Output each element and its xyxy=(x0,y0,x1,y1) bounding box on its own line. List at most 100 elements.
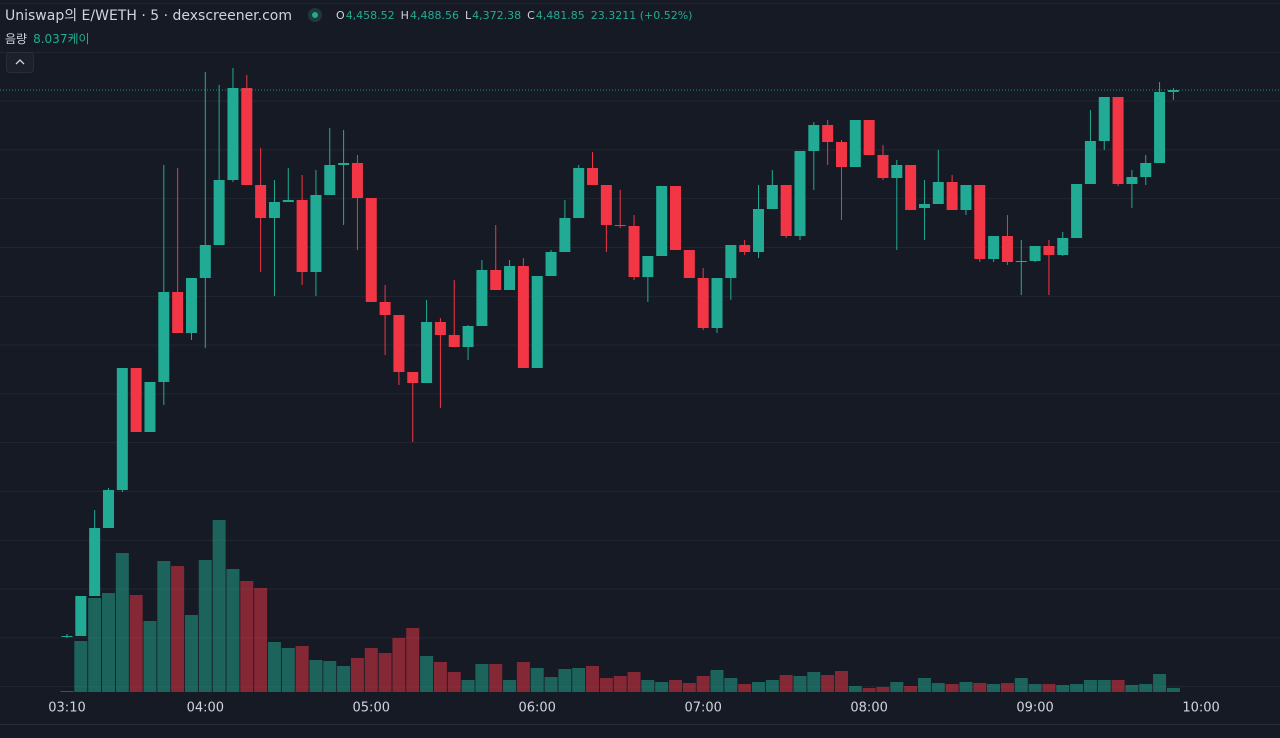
volume-bar xyxy=(226,569,240,692)
candle-body xyxy=(504,266,516,290)
candle-body xyxy=(835,142,847,167)
volume-bar xyxy=(60,691,74,692)
ohlc-value: 4,481.85 xyxy=(535,8,585,22)
candle-body xyxy=(891,165,903,178)
volume-bar xyxy=(171,566,185,692)
candle-body xyxy=(158,292,170,382)
volume-bar xyxy=(378,653,392,692)
candle-body xyxy=(918,204,930,208)
volume-bar xyxy=(876,687,890,692)
volume-bar xyxy=(793,676,807,692)
volume-bar xyxy=(807,672,821,692)
candle-body xyxy=(656,186,668,256)
candle-body xyxy=(1001,236,1013,262)
x-tick-label: 09:00 xyxy=(1016,701,1053,716)
volume-bar xyxy=(516,662,530,692)
grid xyxy=(0,0,1280,692)
volume-bar xyxy=(945,684,959,692)
candle-body xyxy=(960,185,972,210)
volume-bar xyxy=(586,666,600,692)
ohlc-value: 4,488.56 xyxy=(409,8,459,22)
candle-body xyxy=(199,245,211,278)
candle-body xyxy=(1084,141,1096,184)
ohlc-key: O xyxy=(336,8,345,22)
candle-body xyxy=(614,225,626,226)
volume-bar xyxy=(599,678,613,692)
collapse-icon xyxy=(15,59,25,65)
candle-body xyxy=(905,165,917,210)
x-tick-label: 05:00 xyxy=(353,701,390,716)
volume-bar xyxy=(641,680,655,692)
volume-bar xyxy=(917,678,931,692)
collapse-button[interactable] xyxy=(6,52,34,73)
x-tick-label: 10:00 xyxy=(1182,701,1219,716)
candle-body xyxy=(241,88,253,185)
candle-body xyxy=(324,165,336,195)
volume-bar xyxy=(738,684,752,692)
candle-body xyxy=(213,180,225,245)
candle-body xyxy=(1126,177,1138,184)
volume-bar xyxy=(157,561,171,692)
candle-body xyxy=(974,185,986,259)
volume-bar xyxy=(1097,680,1111,692)
volume-bar xyxy=(392,638,406,692)
volume-bar xyxy=(364,648,378,692)
candle-body xyxy=(255,185,267,218)
candle-body xyxy=(863,120,875,155)
volume-bar xyxy=(309,660,323,692)
candle-body xyxy=(130,368,142,432)
volume-bar xyxy=(1014,678,1028,692)
candle-body xyxy=(697,278,709,328)
volume-bar xyxy=(267,642,281,692)
volume-bar xyxy=(254,588,268,692)
volume-bar xyxy=(779,675,793,692)
volume-bar xyxy=(904,686,918,692)
volume-bar xyxy=(710,670,724,692)
volume-bar xyxy=(1042,684,1056,692)
candle-body xyxy=(587,168,599,185)
candle-body xyxy=(794,151,806,236)
volume-bar xyxy=(1166,687,1180,692)
volume-bar xyxy=(101,593,115,692)
volume-bar xyxy=(765,680,779,692)
volume-bar xyxy=(337,666,351,692)
candle-body xyxy=(310,195,322,272)
volume-bar xyxy=(240,581,254,692)
candle-body xyxy=(434,322,446,335)
candle-body xyxy=(144,382,156,432)
volume-bar xyxy=(627,672,641,692)
volume-value: 8.037케이 xyxy=(33,32,90,46)
volume-bar xyxy=(1056,685,1070,692)
ohlc-value: 4,458.52 xyxy=(345,8,395,22)
candle-body xyxy=(407,372,419,383)
candle-body xyxy=(559,218,571,252)
candle-body xyxy=(448,335,460,347)
volume-bar xyxy=(987,684,1001,692)
candle-body xyxy=(711,278,723,328)
volume-bar xyxy=(1000,683,1014,692)
ohlc-key: L xyxy=(464,8,472,22)
volume-bar xyxy=(461,680,475,692)
volume-bar xyxy=(544,677,558,692)
symbol-title: Uniswap의 E/WETH · 5 · dexscreener.com xyxy=(5,8,293,24)
volume-bar xyxy=(74,641,88,692)
volume-bar xyxy=(655,682,669,692)
ohlc-close: C4,481.85 xyxy=(527,9,585,22)
ohlc-open: O4,458.52 xyxy=(336,9,395,22)
candle-body xyxy=(379,302,391,315)
candle-body xyxy=(1057,238,1069,255)
candle-body xyxy=(670,186,682,250)
candle-body xyxy=(517,266,529,368)
volume-bar xyxy=(752,682,765,692)
candle-body xyxy=(600,185,612,225)
volume-bar xyxy=(834,671,848,692)
candle-body xyxy=(1029,246,1041,261)
candle-body xyxy=(102,490,114,528)
candle-body xyxy=(1071,184,1083,238)
volume-bar xyxy=(350,658,364,692)
candle-body xyxy=(573,168,585,218)
x-tick-label: 07:00 xyxy=(684,701,721,716)
volume-bar xyxy=(558,669,572,692)
candle-body xyxy=(739,245,751,252)
volume-bar xyxy=(1111,680,1125,692)
